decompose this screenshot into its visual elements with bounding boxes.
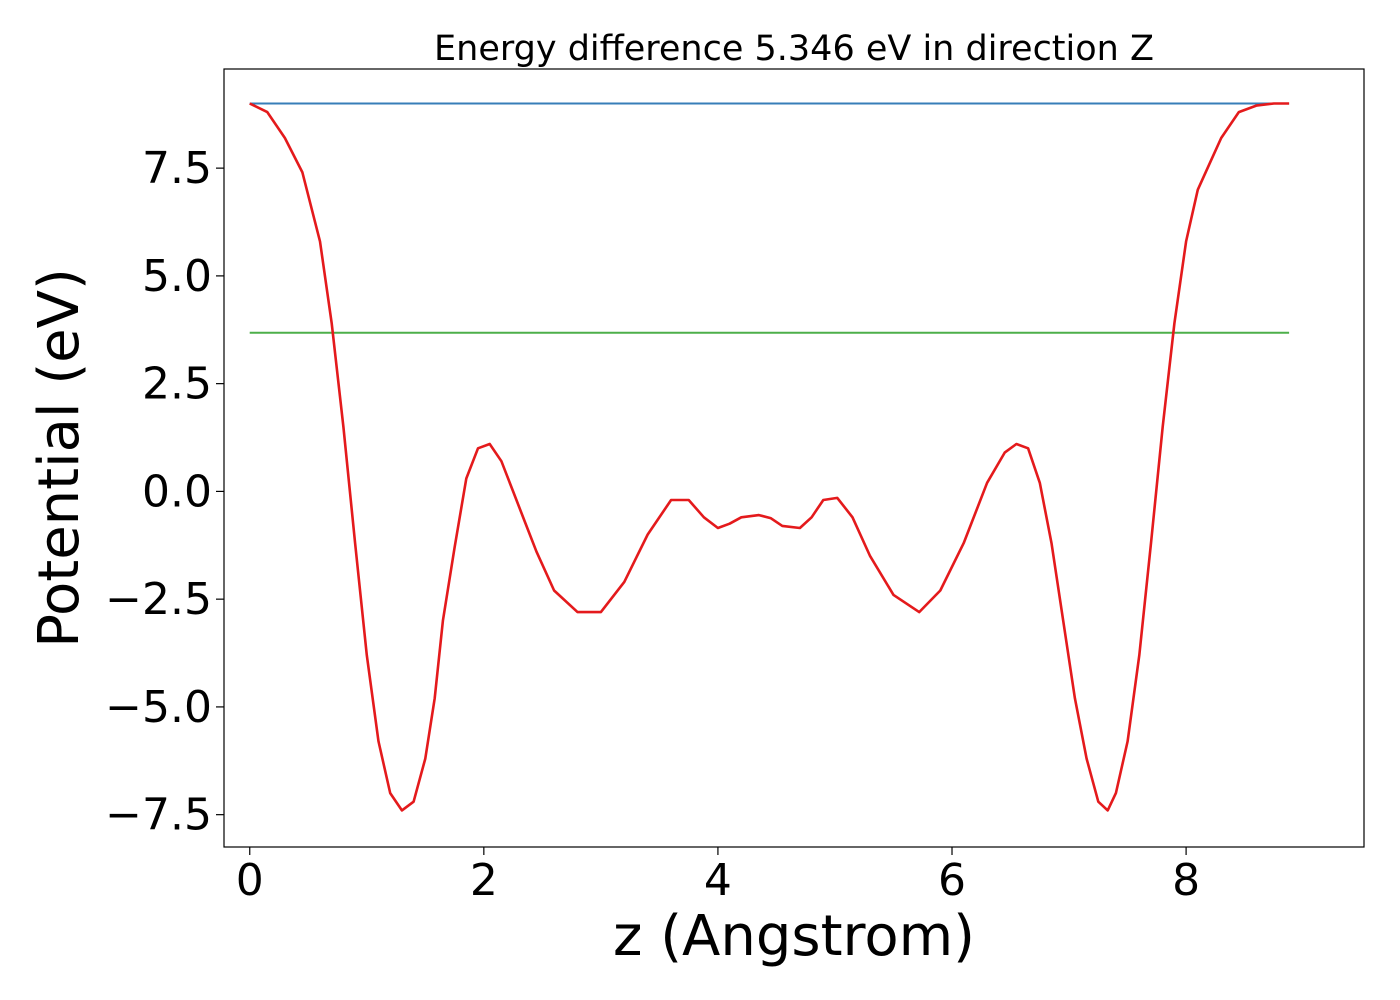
y-axis-title: Potential (eV) <box>27 268 92 648</box>
series-line-0 <box>249 102 1290 812</box>
x-axis: 0 2 4 6 8 <box>236 847 1200 906</box>
x-tick-label: 2 <box>470 855 498 906</box>
y-tick-label: 0.0 <box>142 466 212 517</box>
x-axis-title: z (Angstrom) <box>613 904 975 969</box>
x-tick-label: 0 <box>236 855 264 906</box>
y-tick-label: −2.5 <box>105 574 212 625</box>
x-tick-label: 8 <box>1172 855 1200 906</box>
y-tick-label: 5.0 <box>142 251 212 302</box>
y-axis: 7.5 5.0 2.5 0.0 −2.5 −5.0 −7.5 <box>105 143 224 841</box>
y-tick-label: −7.5 <box>105 790 212 841</box>
x-tick-label: 6 <box>938 855 966 906</box>
y-tick-label: 7.5 <box>142 143 212 194</box>
plot-frame <box>223 68 1365 848</box>
chart-title: Energy difference 5.346 eV in direction … <box>434 29 1154 69</box>
plot-lines <box>249 102 1290 812</box>
x-tick-label: 4 <box>704 855 732 906</box>
y-tick-label: −5.0 <box>105 682 212 733</box>
y-tick-label: 2.5 <box>142 359 212 410</box>
